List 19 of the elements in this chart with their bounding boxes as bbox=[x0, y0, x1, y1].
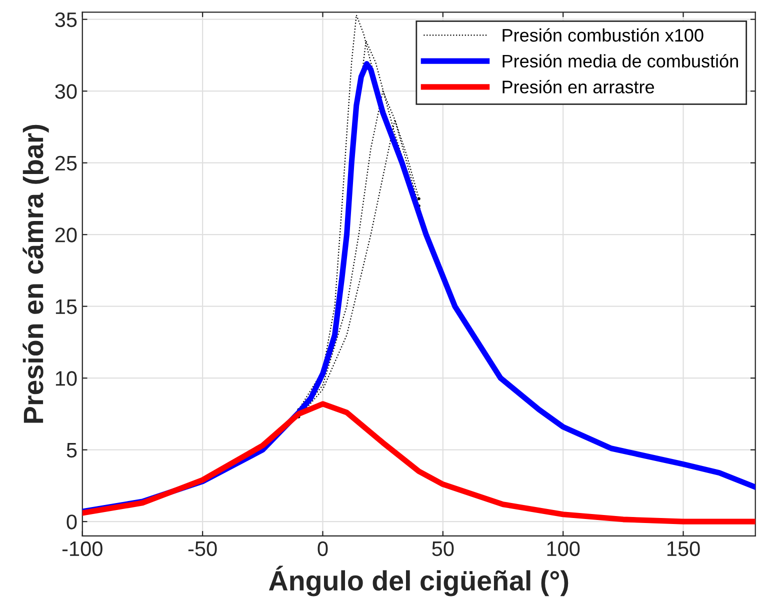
y-tick-label: 35 bbox=[55, 12, 77, 28]
y-tick-label: 0 bbox=[66, 514, 77, 530]
legend-label: Presión media de combustión bbox=[502, 54, 738, 68]
y-tick-label: 20 bbox=[55, 228, 77, 242]
y-tick-label: 5 bbox=[66, 443, 77, 458]
x-tick-label: -100 bbox=[62, 541, 102, 556]
y-tick-label: 15 bbox=[56, 300, 77, 314]
x-tick-label: 100 bbox=[547, 541, 580, 556]
y-tick-label: 25 bbox=[55, 156, 77, 171]
y-tick-label: 30 bbox=[55, 84, 77, 99]
y-axis-title: Presión en cámra (bar) bbox=[22, 124, 49, 423]
legend-label: Presión combustión x100 bbox=[502, 28, 704, 42]
x-tick-label: -50 bbox=[188, 541, 217, 556]
x-axis-title: Ángulo del cigüeñal (°) bbox=[268, 566, 568, 596]
x-tick-label: 0 bbox=[318, 541, 328, 556]
legend-label: Presión en arrastre bbox=[502, 80, 654, 94]
x-tick-label: 50 bbox=[432, 541, 454, 556]
y-tick-label: 10 bbox=[56, 371, 77, 386]
x-tick-label: 150 bbox=[667, 541, 700, 556]
